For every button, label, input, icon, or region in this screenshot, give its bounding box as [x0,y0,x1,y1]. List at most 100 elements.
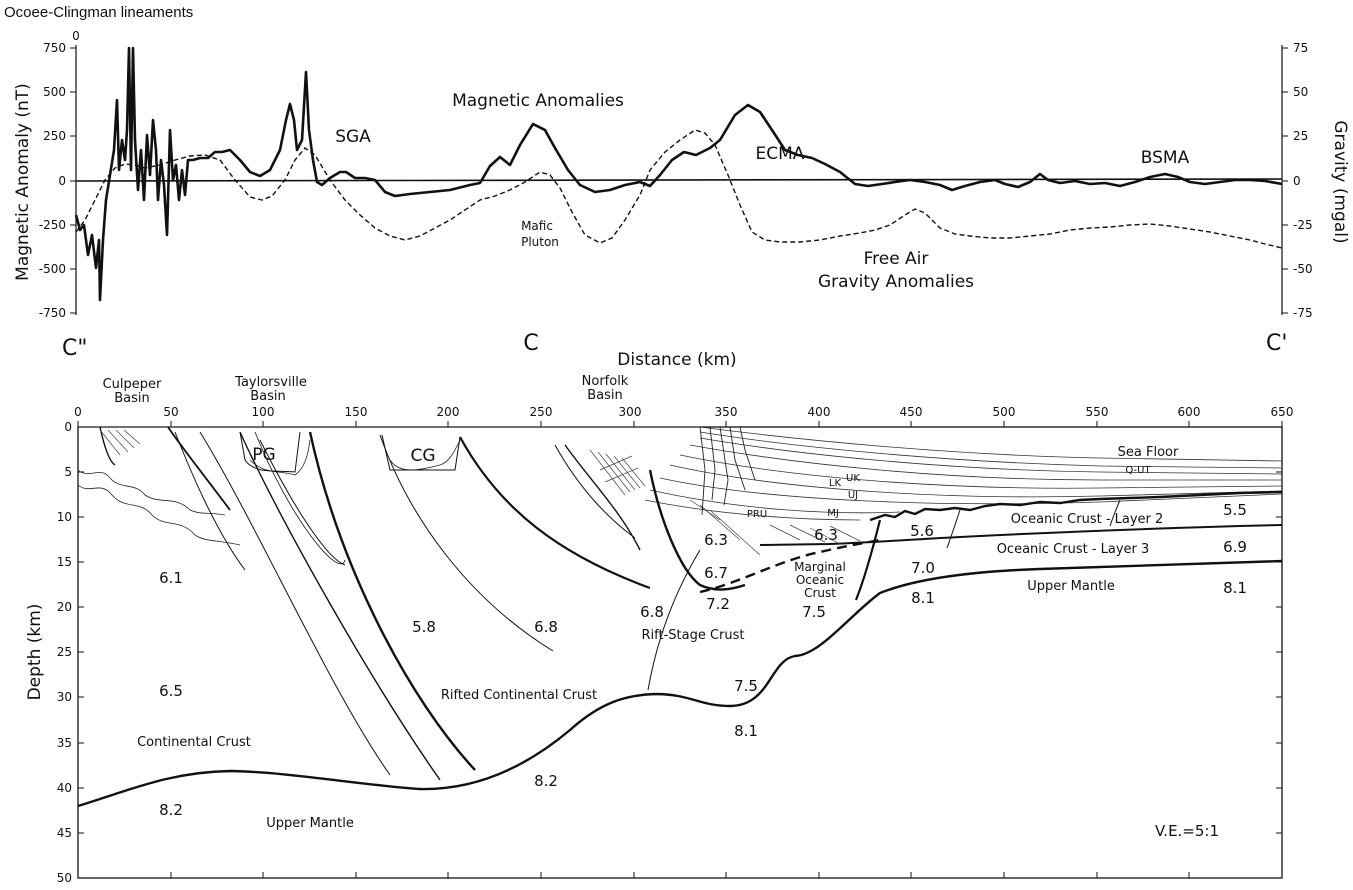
mag-tick-0: 0 [58,174,66,188]
magnetic-axis-ticks [70,47,76,314]
gravity-axis-ticks [1282,47,1288,314]
marker-c-prime: C' [1266,331,1287,356]
upper-mantle-right-label: Upper Mantle [1027,579,1115,594]
cg-label: CG [410,446,435,466]
section-frame [77,426,1283,879]
oceanic-layer2-top [869,490,1283,522]
velocity-8-1-right: 8.1 [1223,579,1247,597]
basin-outlines [239,431,461,473]
depth-tick-30: 30 [57,690,72,704]
uj-label: UJ [848,490,858,501]
dist-tick-300: 300 [619,405,642,419]
mag-tick-neg250: -250 [39,218,66,232]
grav-tick-neg75: -75 [1293,306,1313,320]
hatched-sediments [99,429,861,556]
profile-panel: 0 750 500 250 0 -250 -500 -750 Magnetic … [13,29,1350,361]
uk-label: UK [846,473,860,484]
velocity-7-5-upper: 7.5 [802,603,826,621]
velocity-7-2: 7.2 [706,595,730,613]
norfolk-basin-label-1: Norfolk [582,374,629,389]
distance-axis-label: Distance (km) [617,350,736,370]
dist-tick-150: 150 [345,405,368,419]
velocity-7-5-lower: 7.5 [734,677,758,695]
dist-tick-450: 450 [900,405,923,419]
sea-floor-label: Sea Floor [1118,445,1179,460]
mafic-label-2: Pluton [521,235,559,249]
depth-axis-label: Depth (km) [25,604,45,701]
dist-tick-600: 600 [1178,405,1201,419]
velocity-6-8-mid: 6.8 [534,618,558,636]
marker-c: C [523,331,538,356]
velocity-7-0: 7.0 [911,559,935,577]
q-ut-label: Q-UT [1125,465,1151,476]
depth-tick-10: 10 [57,510,72,524]
dist-tick-400: 400 [808,405,831,419]
marginal-label-1: Marginal [794,560,846,574]
magnetic-anomalies-title: Magnetic Anomalies [452,91,624,111]
magnetic-axis-label: Magnetic Anomaly (nT) [13,83,33,281]
oceanic-layer3-label: Oceanic Crust - Layer 3 [997,542,1150,557]
norfolk-basin-label-2: Basin [587,388,623,403]
velocity-8-1-mid: 8.1 [911,589,935,607]
velocity-6-3-right: 6.3 [814,526,838,544]
grav-tick-neg50: -50 [1293,262,1313,276]
depth-tick-40: 40 [57,781,72,795]
depth-tick-50: 50 [57,871,72,885]
velocity-6-3-left: 6.3 [704,531,728,549]
section-panel: Distance (km) Culpeper Basin Taylorsvill… [25,350,1293,885]
velocity-6-1: 6.1 [159,569,183,587]
dist-tick-550: 550 [1086,405,1109,419]
pru-label: PRU [747,509,767,520]
corner-zero-label: 0 [72,29,80,43]
dist-tick-350: 350 [715,405,738,419]
rift-stage-label: Rift-Stage Crust [641,628,744,643]
marker-c-double-prime: C" [62,336,87,361]
dist-tick-500: 500 [993,405,1016,419]
dist-tick-650: 650 [1271,405,1294,419]
pg-label: PG [252,445,275,465]
mafic-label-1: Mafic [521,219,553,233]
grav-tick-0: 0 [1293,174,1301,188]
dist-tick-0: 0 [74,405,82,419]
taylorsville-basin-label-2: Basin [250,389,286,404]
gravity-label-2: Gravity Anomalies [818,272,974,292]
gravity-label-1: Free Air [864,249,929,269]
depth-tick-35: 35 [57,736,72,750]
depth-tick-5: 5 [64,465,72,479]
magnetic-anomaly-curve [74,46,1283,302]
oceanic-layer2-label: Oceanic Crust - Layer 2 [1011,512,1164,527]
grav-tick-neg25: -25 [1293,218,1313,232]
gravity-anomaly-curve [75,129,1283,249]
continental-crust-label: Continental Crust [137,735,251,750]
sediment-layers [78,426,1283,521]
depth-tick-45: 45 [57,826,72,840]
dist-tick-200: 200 [437,405,460,419]
gravity-axis-label: Gravity (mgal) [1330,120,1350,243]
velocity-5-6: 5.6 [910,522,934,540]
velocity-8-1-left: 8.1 [734,722,758,740]
depth-tick-0: 0 [64,420,72,434]
bsma-label: BSMA [1141,148,1190,168]
dist-tick-100: 100 [252,405,275,419]
grav-tick-25: 25 [1293,129,1308,143]
zero-baseline [75,178,1283,182]
velocity-6-8-right: 6.8 [640,603,664,621]
faults [99,426,1121,781]
culpeper-basin-label-2: Basin [114,391,150,406]
depth-tick-25: 25 [57,645,72,659]
depth-tick-20: 20 [57,600,72,614]
culpeper-basin-label-1: Culpeper [103,377,162,392]
grav-tick-75: 75 [1293,41,1308,55]
ecma-label: ECMA [756,144,805,164]
lk-label: LK [829,478,842,489]
mj-label: MJ [827,508,839,519]
mag-tick-neg750: -750 [39,306,66,320]
depth-ticks [78,471,1282,834]
taylorsville-basin-label-1: Taylorsville [234,375,307,390]
velocity-5-5: 5.5 [1223,501,1247,519]
marginal-crust-boundary [699,538,881,594]
upper-mantle-left-label: Upper Mantle [266,816,354,831]
mag-tick-750: 750 [43,41,66,55]
sga-label: SGA [335,127,371,147]
